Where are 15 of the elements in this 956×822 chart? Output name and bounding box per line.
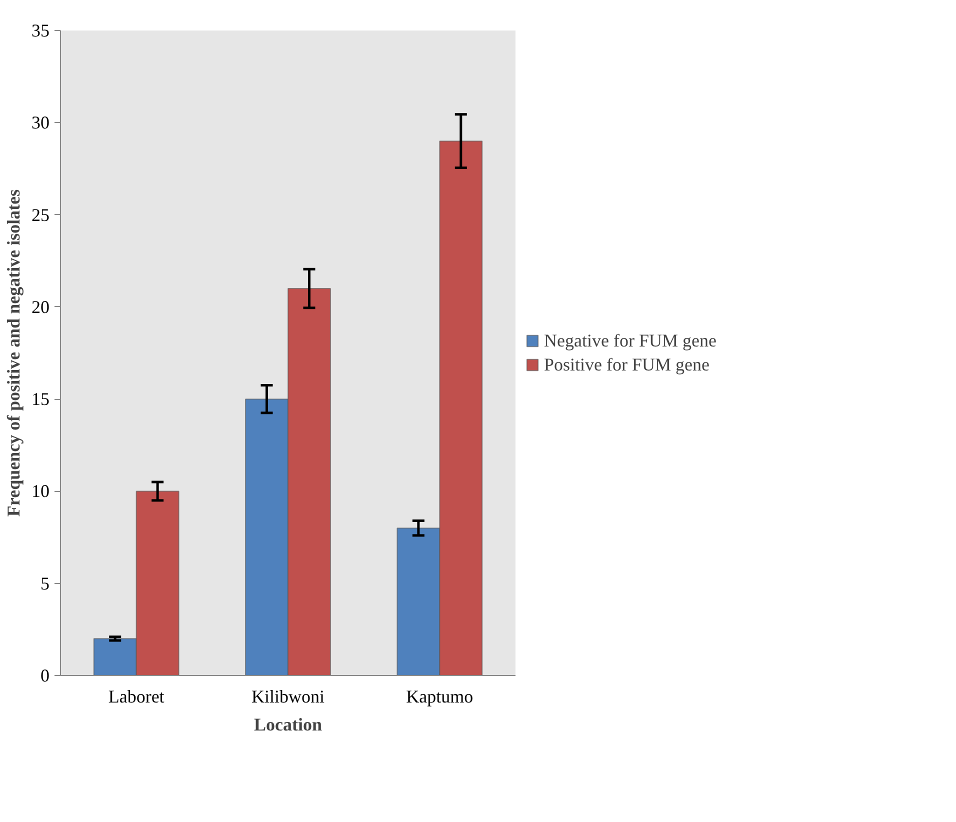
- y-tick-label: 30: [32, 112, 50, 133]
- y-tick-label: 10: [32, 481, 50, 502]
- y-tick-label: 15: [32, 389, 50, 410]
- y-axis-title: Frequency of positive and negative isolates: [4, 189, 24, 517]
- y-tick-label: 25: [32, 204, 50, 225]
- y-tick-label: 5: [40, 573, 50, 594]
- y-tick-label: 0: [40, 666, 50, 686]
- x-axis-title: Location: [254, 714, 322, 734]
- legend-label: Negative for FUM gene: [544, 330, 716, 351]
- legend-label: Positive for FUM gene: [544, 354, 710, 375]
- x-tick-label: Kilibwoni: [252, 686, 325, 706]
- x-tick-label: Laboret: [108, 686, 164, 706]
- y-tick-label: 20: [32, 296, 50, 317]
- x-tick-label: Kaptumo: [406, 686, 474, 706]
- y-tick-label: 35: [32, 20, 50, 40]
